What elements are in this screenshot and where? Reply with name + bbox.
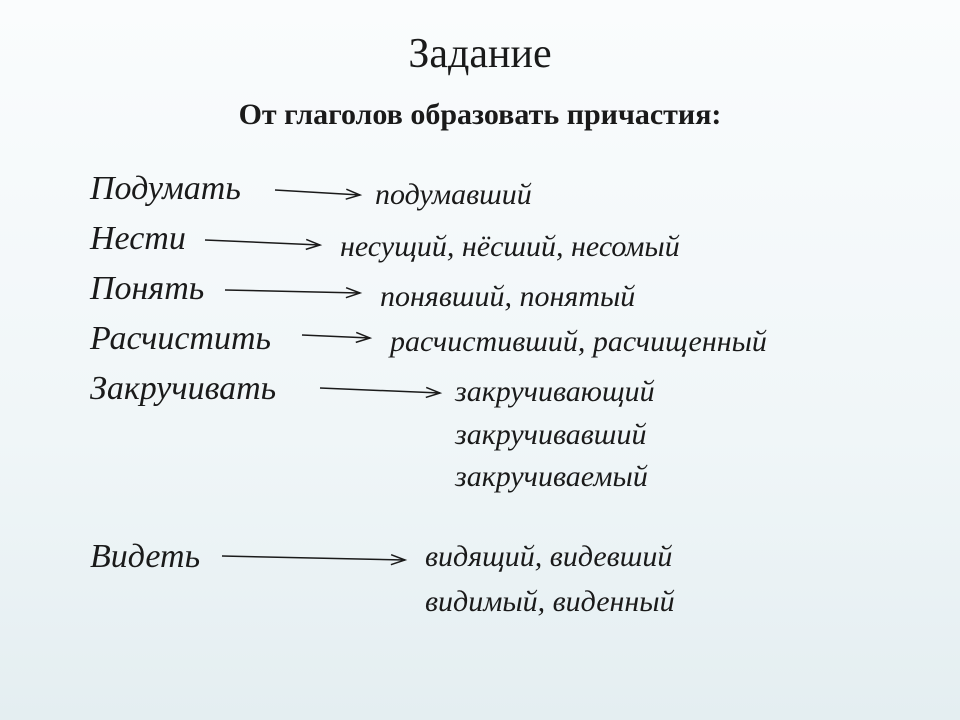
verb-label: Нести [90, 220, 186, 258]
verb-label: Подумать [90, 170, 241, 208]
verb-label: Расчистить [90, 320, 271, 358]
participle-result: закручивавший [455, 418, 646, 452]
participle-result: видимый, виденный [425, 585, 675, 619]
slide-title: Задание [0, 30, 960, 78]
participle-result: расчистивший, расчищенный [390, 325, 767, 359]
arrow-icon [223, 280, 376, 303]
verb-label: Закручивать [90, 370, 276, 408]
verb-label: Понять [90, 270, 204, 308]
slide-subtitle: От глаголов образовать причастия: [0, 98, 960, 132]
participle-result: несущий, нёсший, несомый [340, 230, 680, 264]
arrow-icon [318, 378, 456, 403]
arrow-icon [203, 230, 336, 255]
participle-result: подумавший [375, 178, 532, 212]
participle-result: закручивающий [455, 375, 655, 409]
participle-result: видящий, видевший [425, 540, 672, 574]
slide: Задание От глаголов образовать причастия… [0, 0, 960, 720]
arrow-icon [220, 546, 421, 570]
arrow-icon [300, 325, 386, 348]
participle-result: закручиваемый [455, 460, 648, 494]
participle-result: понявший, понятый [380, 280, 635, 314]
verb-label: Видеть [90, 538, 200, 576]
arrow-icon [273, 180, 376, 205]
